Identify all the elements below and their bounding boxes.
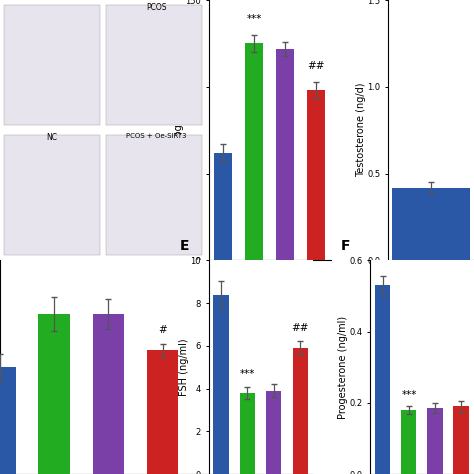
Text: PCOS + Oe-SIRT3: PCOS + Oe-SIRT3 xyxy=(126,133,187,139)
Text: ***: *** xyxy=(246,14,262,24)
Y-axis label: E2 (pg/ml): E2 (pg/ml) xyxy=(174,105,184,156)
Bar xyxy=(0,367,16,474)
Text: #: # xyxy=(158,325,167,335)
Text: NC: NC xyxy=(46,133,58,142)
Text: ***: *** xyxy=(240,369,255,379)
Text: ##: ## xyxy=(292,323,309,333)
Bar xyxy=(392,188,470,260)
Bar xyxy=(213,295,228,474)
Bar xyxy=(214,153,232,260)
Y-axis label: Progesterone (ng/ml): Progesterone (ng/ml) xyxy=(337,316,347,419)
Bar xyxy=(92,314,124,474)
Bar xyxy=(454,406,468,474)
Bar xyxy=(38,314,70,474)
Bar xyxy=(292,348,308,474)
Bar xyxy=(4,136,100,255)
Text: ***: *** xyxy=(401,390,417,401)
Text: F: F xyxy=(341,239,350,253)
Bar xyxy=(106,136,202,255)
Bar xyxy=(245,44,263,260)
Bar xyxy=(266,391,282,474)
Bar xyxy=(240,393,255,474)
Y-axis label: Testosterone (ng/d): Testosterone (ng/d) xyxy=(356,83,366,177)
Bar xyxy=(4,5,100,125)
Bar xyxy=(428,408,443,474)
Text: E: E xyxy=(180,239,189,253)
Bar xyxy=(106,5,202,125)
Bar xyxy=(147,350,178,474)
Bar xyxy=(308,90,326,260)
Bar xyxy=(276,49,294,260)
Text: ##: ## xyxy=(308,61,325,71)
Y-axis label: FSH (ng/ml): FSH (ng/ml) xyxy=(179,338,189,396)
Bar xyxy=(401,410,417,474)
Text: PCOS: PCOS xyxy=(146,2,167,11)
Bar xyxy=(375,285,391,474)
